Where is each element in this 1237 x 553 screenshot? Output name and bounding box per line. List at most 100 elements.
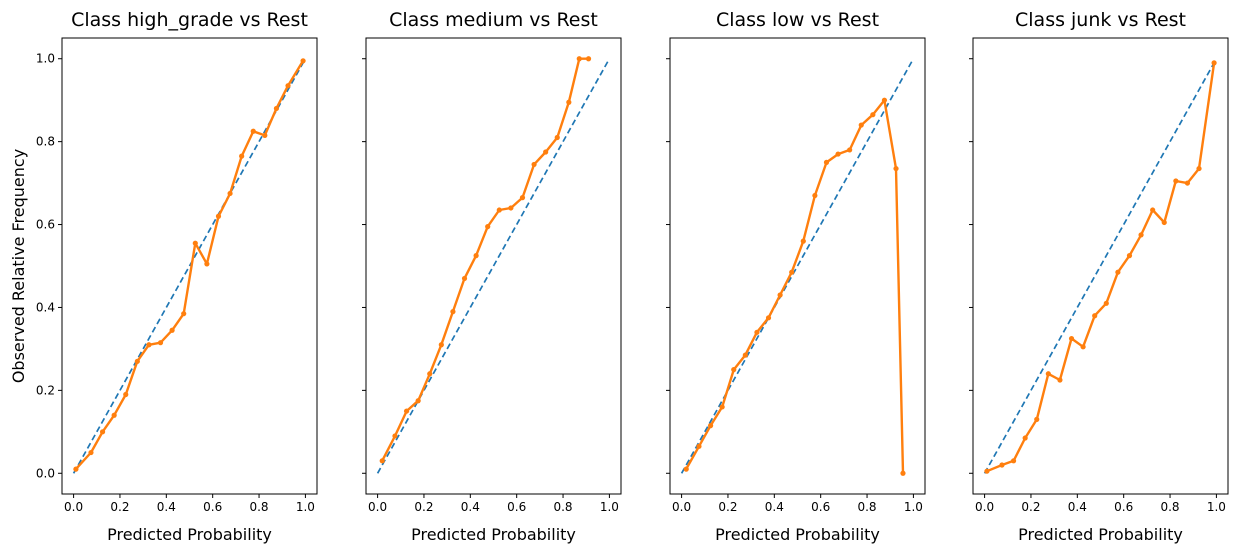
calibration-point bbox=[1103, 300, 1109, 306]
calibration-point bbox=[250, 128, 256, 134]
calibration-point bbox=[215, 213, 222, 219]
calibration-point bbox=[707, 423, 714, 429]
calibration-point bbox=[984, 468, 990, 474]
calibration-point bbox=[123, 391, 129, 398]
calibration-point bbox=[531, 161, 537, 168]
calibration-point bbox=[1092, 313, 1098, 319]
x-tick-label: 0.2 bbox=[110, 500, 129, 514]
y-axis-label: Observed Relative Frequency bbox=[9, 149, 28, 383]
calibration-point bbox=[683, 466, 689, 472]
calibration-point bbox=[134, 358, 140, 364]
calibration-point bbox=[1034, 416, 1040, 422]
calibration-point bbox=[485, 224, 491, 230]
calibration-point bbox=[1010, 458, 1017, 464]
calibration-point bbox=[169, 327, 175, 333]
calibration-point bbox=[99, 429, 106, 435]
calibration-point bbox=[900, 470, 906, 476]
calibration-point bbox=[519, 195, 526, 201]
x-tick-label: 0.8 bbox=[553, 500, 572, 514]
calibration-point bbox=[146, 342, 152, 348]
calibration-point bbox=[800, 238, 806, 244]
calibration-point bbox=[285, 83, 291, 89]
calibration-point bbox=[893, 165, 899, 172]
calibration-point bbox=[1080, 344, 1086, 350]
calibration-point bbox=[88, 449, 94, 456]
chart-title: Class junk vs Rest bbox=[1015, 9, 1186, 31]
x-tick-label: 0.6 bbox=[811, 500, 830, 514]
calibration-point bbox=[696, 443, 702, 449]
chart-title: Class high_grade vs Rest bbox=[71, 9, 308, 31]
calibration-point bbox=[181, 311, 187, 317]
calibration-point bbox=[777, 292, 783, 298]
plot-frame bbox=[61, 37, 318, 495]
calibration-point bbox=[1115, 269, 1121, 275]
calibration-point bbox=[585, 56, 592, 62]
calibration-point bbox=[881, 97, 888, 103]
x-tick-label: 1.0 bbox=[1207, 500, 1226, 514]
calibration-point bbox=[1211, 60, 1217, 66]
y-tick-label: 0.2 bbox=[36, 383, 55, 397]
x-tick-label: 0.8 bbox=[857, 500, 876, 514]
reference-diagonal-line bbox=[680, 58, 915, 474]
y-tick-label: 1.0 bbox=[36, 52, 55, 66]
calibration-point bbox=[576, 56, 582, 62]
calibration-point bbox=[1173, 178, 1179, 184]
x-tick-label: 0.4 bbox=[157, 500, 176, 514]
calibration-point bbox=[392, 433, 398, 439]
calibration-point bbox=[379, 458, 385, 464]
x-tick-label: 0.6 bbox=[507, 500, 526, 514]
calibration-point bbox=[461, 275, 468, 282]
calibration-point bbox=[847, 147, 853, 153]
calibration-point bbox=[543, 149, 549, 155]
chart-panel-1: 0.0 0.2 0.4 0.6 0.8 1.0 0.0 0.2 0.4 0.6 0.8 1.0 Clas… bbox=[9, 9, 318, 544]
calibration-point bbox=[835, 151, 841, 157]
calibration-point bbox=[204, 261, 210, 267]
calibration-point bbox=[999, 462, 1005, 468]
calibration-point bbox=[731, 367, 737, 373]
x-axis-label: Predicted Probability bbox=[411, 525, 576, 544]
calibration-point bbox=[1022, 435, 1028, 441]
calibration-point bbox=[508, 205, 514, 211]
chart-title: Class low vs Rest bbox=[716, 9, 879, 31]
chart-panel-3: 0.0 0.2 0.4 0.6 0.8 1.0 Class low vs Rest Predi… bbox=[666, 9, 926, 544]
calibration-point bbox=[496, 207, 502, 213]
calibration-point bbox=[450, 309, 456, 315]
chart-panel-4: 0.0 0.2 0.4 0.6 0.8 1.0 Class junk vs Rest Pred… bbox=[969, 9, 1229, 544]
calibration-point bbox=[1184, 180, 1191, 186]
calibration-point bbox=[1196, 165, 1202, 172]
x-tick-label: 1.0 bbox=[600, 500, 619, 514]
calibration-point bbox=[227, 190, 233, 197]
reference-diagonal-line bbox=[983, 58, 1218, 474]
x-tick-label: 0.6 bbox=[203, 500, 222, 514]
calibration-point bbox=[73, 466, 79, 472]
calibration-curve-line bbox=[381, 57, 589, 462]
calibration-point bbox=[1161, 219, 1167, 226]
calibration-point bbox=[111, 412, 117, 418]
x-tick-label: 0.2 bbox=[414, 500, 433, 514]
x-tick-label: 0.4 bbox=[461, 500, 480, 514]
calibration-point bbox=[812, 192, 818, 199]
plot-frame bbox=[972, 37, 1229, 495]
x-tick-label: 0.4 bbox=[1068, 500, 1087, 514]
plot-frame bbox=[365, 37, 622, 495]
x-tick-label: 0.2 bbox=[1021, 500, 1040, 514]
y-tick-label: 0.0 bbox=[36, 466, 55, 480]
calibration-point bbox=[823, 159, 830, 165]
calibration-point bbox=[438, 342, 444, 348]
calibration-point bbox=[1068, 335, 1075, 342]
calibration-point bbox=[415, 398, 421, 404]
x-tick-label: 1.0 bbox=[296, 500, 315, 514]
calibration-curve-line bbox=[685, 98, 905, 474]
calibration-point bbox=[858, 122, 864, 128]
reference-diagonal-line bbox=[72, 58, 307, 474]
calibration-point bbox=[566, 99, 572, 105]
calibration-point bbox=[742, 352, 748, 358]
calibration-point bbox=[554, 134, 560, 141]
x-tick-label: 0.6 bbox=[1114, 500, 1133, 514]
x-axis-label: Predicted Probability bbox=[1018, 525, 1183, 544]
calibration-point bbox=[1138, 232, 1144, 238]
x-tick-label: 0.0 bbox=[368, 500, 387, 514]
x-axis-label: Predicted Probability bbox=[107, 525, 272, 544]
y-tick-label: 0.8 bbox=[36, 135, 55, 149]
